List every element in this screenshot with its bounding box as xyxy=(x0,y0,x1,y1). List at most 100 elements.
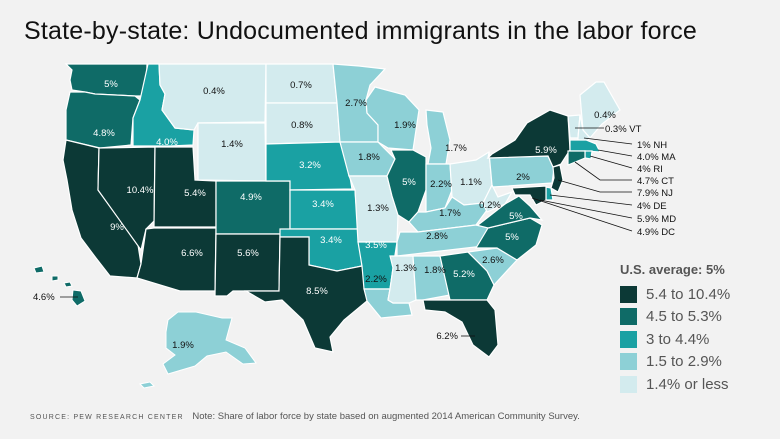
state-ri xyxy=(584,150,593,160)
callout-label-ma: 4.0% MA xyxy=(637,152,676,163)
legend-label: 3 to 4.4% xyxy=(646,330,710,348)
callout-label-vt: 0.3% VT xyxy=(605,124,642,135)
state-label-sc: 2.6% xyxy=(482,255,504,266)
callout-line-ma xyxy=(597,149,633,157)
legend-label: 4.5 to 5.3% xyxy=(646,308,722,326)
legend-label: 5.4 to 10.4% xyxy=(646,285,731,303)
callout-line-md xyxy=(539,199,633,219)
callout-line-ri xyxy=(589,155,633,169)
legend-item: 1.4% or less xyxy=(620,373,730,396)
state-label-al: 1.8% xyxy=(424,265,446,276)
state-nm xyxy=(214,233,281,297)
state-label-nm: 5.6% xyxy=(237,248,259,259)
callout-label-nh: 1% NH xyxy=(637,140,667,151)
state-hi xyxy=(33,265,45,274)
callout-label-ct: 4.7% CT xyxy=(637,176,674,187)
state-al xyxy=(412,255,451,301)
legend-item: 3 to 4.4% xyxy=(620,328,730,351)
state-nj xyxy=(550,164,564,193)
state-label-ar: 3.5% xyxy=(365,240,387,251)
legend-swatch xyxy=(620,285,637,303)
legend-item: 1.5 to 2.9% xyxy=(620,351,730,374)
state-wy xyxy=(197,122,267,182)
state-label-ky: 1.7% xyxy=(439,208,461,219)
state-label-mn: 2.7% xyxy=(345,98,367,109)
state-label-co: 4.9% xyxy=(240,192,262,203)
state-va xyxy=(475,195,544,229)
state-hi xyxy=(51,275,59,282)
legend-swatch xyxy=(620,375,637,393)
state-tx xyxy=(243,236,368,353)
state-az xyxy=(136,227,217,292)
callout-line-de xyxy=(549,194,633,206)
map-title: State-by-state: Undocumented immigrants … xyxy=(24,17,698,45)
state-label-ca: 9% xyxy=(110,222,124,233)
state-label-oh: 1.1% xyxy=(460,177,482,188)
state-label-la: 2.2% xyxy=(365,274,387,285)
state-wi xyxy=(365,86,420,151)
state-label-az: 6.6% xyxy=(181,248,203,259)
state-ak xyxy=(162,311,257,375)
state-label-wv: 0.2% xyxy=(479,200,501,211)
state-label-pa: 2% xyxy=(516,172,530,183)
state-md xyxy=(511,185,547,206)
state-label-ok: 3.4% xyxy=(320,235,342,246)
state-label-tx: 8.5% xyxy=(306,286,328,297)
state-label-ny: 5.9% xyxy=(535,145,557,156)
state-label-ak: 1.9% xyxy=(172,340,194,351)
state-sc xyxy=(466,247,518,287)
state-mt xyxy=(158,63,267,131)
state-label-ia: 1.8% xyxy=(358,152,380,163)
state-label-ut: 5.4% xyxy=(184,188,206,199)
footer-note: Note: Share of labor force by state base… xyxy=(192,411,580,422)
footer: SOURCE: PEW RESEARCH CENTER Note: Share … xyxy=(30,411,580,422)
state-ma xyxy=(569,139,602,153)
state-label-tn: 2.8% xyxy=(426,231,448,242)
state-label-in: 2.2% xyxy=(430,179,452,190)
state-label-ga: 5.2% xyxy=(453,269,475,280)
callout-label-de: 4% DE xyxy=(637,201,667,212)
state-mi xyxy=(425,109,451,165)
callout-line-nh xyxy=(583,137,633,145)
callout-line-ct xyxy=(574,161,632,181)
state-label-il: 5% xyxy=(402,177,416,188)
state-label-ne: 3.2% xyxy=(299,160,321,171)
legend-swatch xyxy=(620,308,637,326)
callout-label-dc: 4.9% DC xyxy=(637,227,675,238)
state-label-sd: 0.8% xyxy=(291,120,313,131)
state-label-nd: 0.7% xyxy=(290,80,312,91)
state-or xyxy=(65,91,141,149)
state-label-wi: 1.9% xyxy=(394,120,416,131)
state-hi xyxy=(63,281,73,288)
callout-label-hi: 4.6% xyxy=(33,292,55,303)
state-label-mi: 1.7% xyxy=(445,143,467,154)
state-label-va: 5% xyxy=(509,211,523,222)
legend-label: 1.4% or less xyxy=(646,375,729,393)
legend-item: 4.5 to 5.3% xyxy=(620,306,730,329)
legend-item: 5.4 to 10.4% xyxy=(620,283,730,306)
callout-label-nj: 7.9% NJ xyxy=(637,188,673,199)
state-label-ms: 1.3% xyxy=(395,263,417,274)
state-label-mt: 0.4% xyxy=(203,86,225,97)
callout-label-md: 5.9% MD xyxy=(637,214,676,225)
state-label-me: 0.4% xyxy=(594,110,616,121)
state-fl xyxy=(422,299,499,358)
state-hi xyxy=(71,289,86,307)
callout-line-dc xyxy=(531,197,633,232)
callout-line-nj xyxy=(557,179,632,193)
source-credit: SOURCE: PEW RESEARCH CENTER xyxy=(30,414,184,421)
legend-title: U.S. average: 5% xyxy=(620,262,725,277)
state-label-id: 4.0% xyxy=(156,137,178,148)
state-label-wy: 1.4% xyxy=(221,139,243,150)
state-ak xyxy=(138,381,156,389)
legend-label: 1.5 to 2.9% xyxy=(646,353,722,371)
state-ct xyxy=(567,150,586,166)
callout-label-fl: 6.2% xyxy=(436,331,458,342)
state-label-ks: 3.4% xyxy=(312,199,334,210)
legend: U.S. average: 5% 5.4 to 10.4% 4.5 to 5.3… xyxy=(620,262,730,396)
callout-label-ri: 4% RI xyxy=(637,164,663,175)
state-label-or: 4.8% xyxy=(93,128,115,139)
state-label-mo: 1.3% xyxy=(367,203,389,214)
state-label-wa: 5% xyxy=(104,79,118,90)
